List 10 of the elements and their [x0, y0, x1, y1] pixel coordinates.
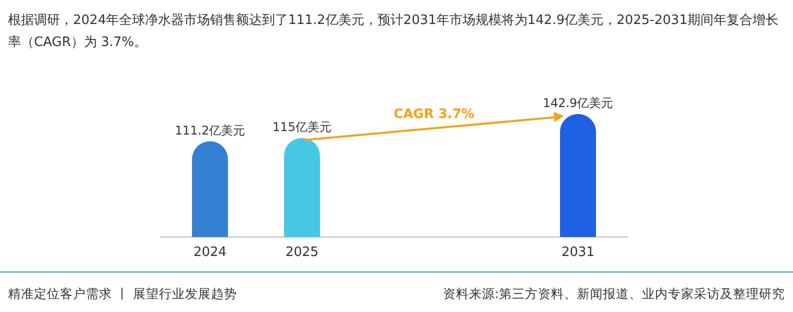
data-label: 115亿美元 — [272, 120, 332, 134]
annotation: CAGR 3.7% — [394, 107, 474, 122]
x-tick-label: 2024 — [193, 245, 227, 260]
data-label: 111.2亿美元 — [174, 123, 246, 138]
text: 精准定位客户需求 丨 展望行业发展趋势 — [8, 286, 237, 301]
chart-title: 根据调研，2024年全球净水器市场销售额达到了111.2亿美元，预计2031年市场规模将为142.9亿美元，2025-2031期间年复合增长率（CAGR）为 3.7%。 — [8, 12, 780, 52]
x-tick-label: 2025 — [285, 245, 319, 260]
text: 资料来源:第三方资料、新闻报道、业内专家采访及整理研究 — [442, 286, 785, 301]
data-label: 142.9亿美元 — [542, 96, 614, 110]
x-tick-label: 2031 — [561, 245, 595, 260]
